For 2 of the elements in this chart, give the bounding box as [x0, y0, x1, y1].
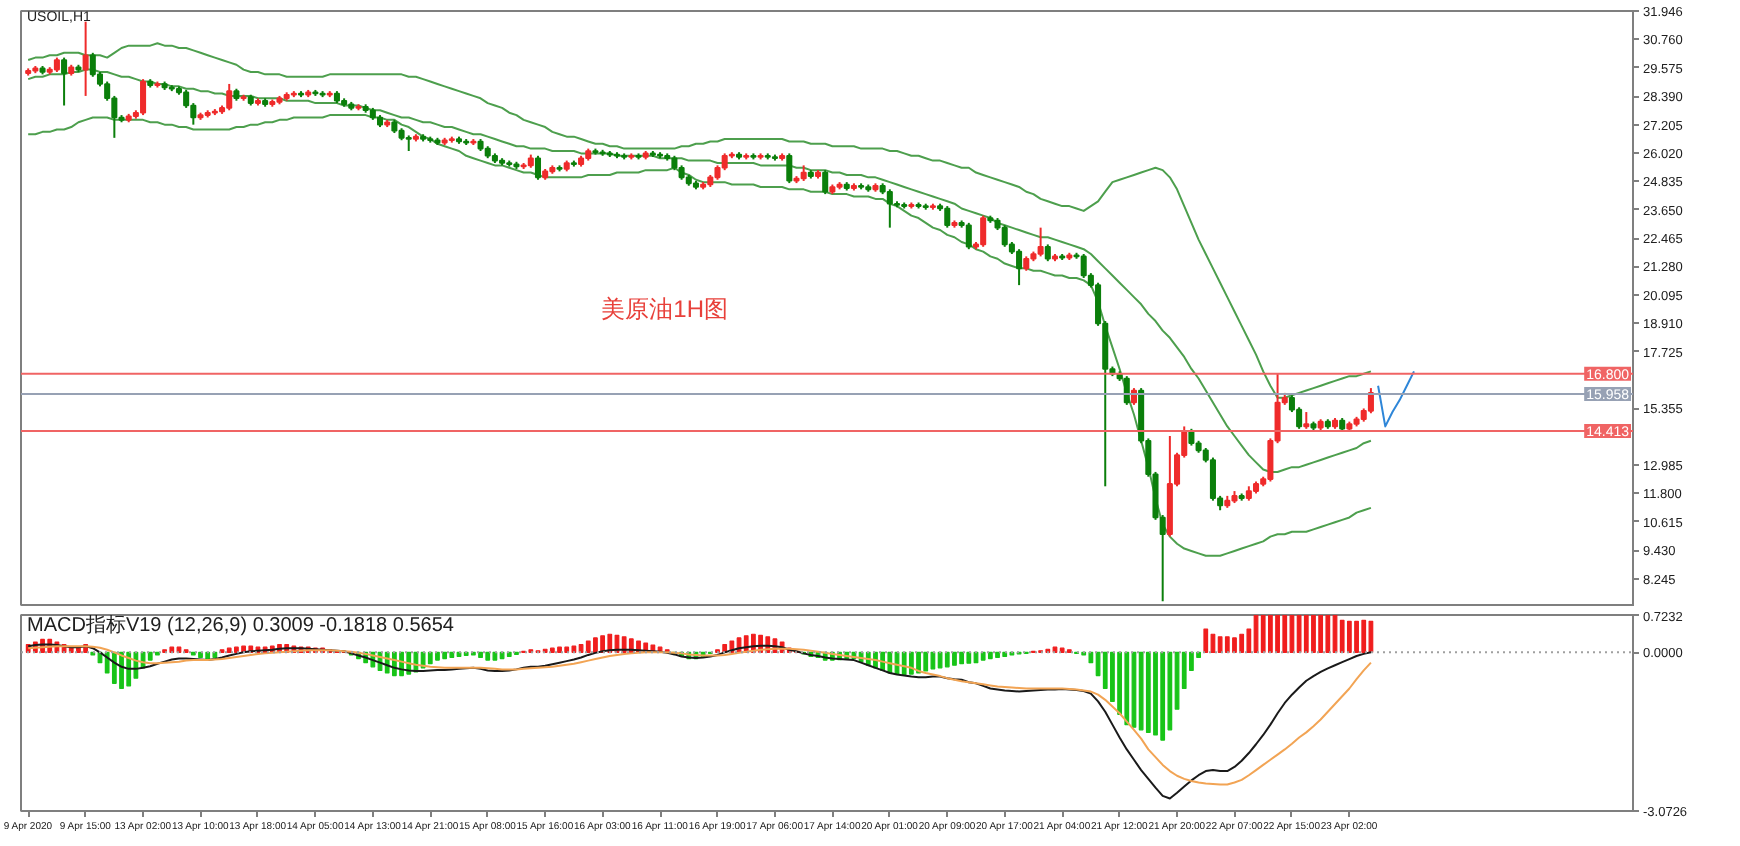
chart-title: MACD指标V19 (12,26,9) 0.3009 -0.1818 0.5654 — [27, 613, 455, 637]
annotation: 美原油1H图 — [601, 295, 729, 323]
